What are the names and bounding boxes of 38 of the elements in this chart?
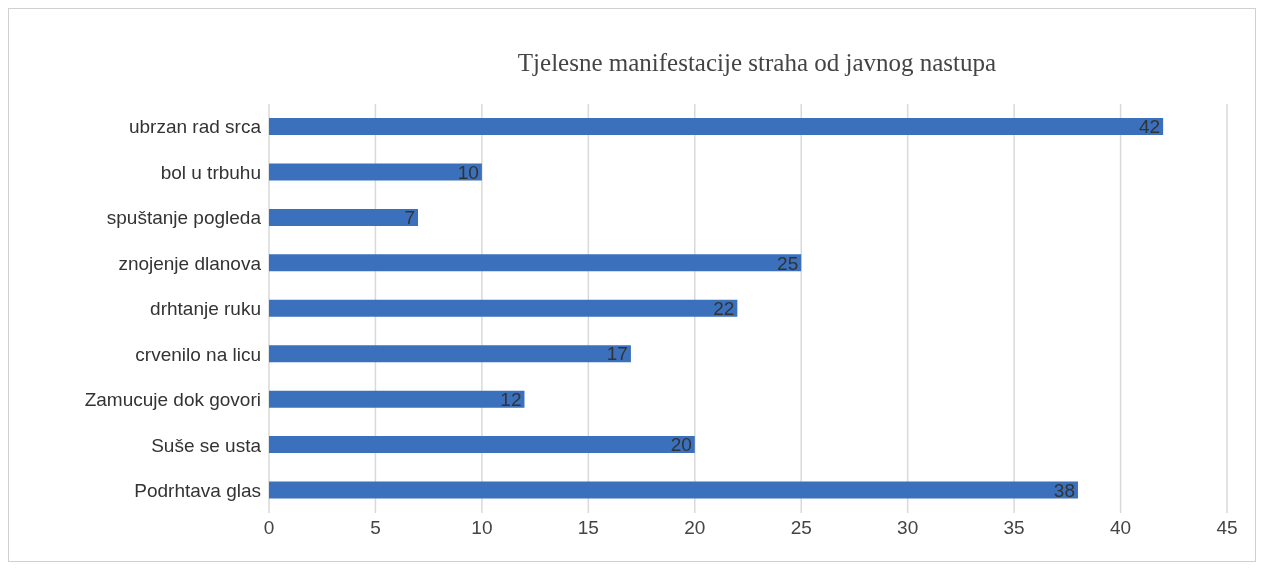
x-tick-label: 40 <box>1109 517 1132 539</box>
x-tick-label: 20 <box>684 517 706 539</box>
bar <box>269 299 738 317</box>
y-tick-label: Podrhtava glas <box>134 480 261 502</box>
x-tick-label: 10 <box>471 517 493 539</box>
x-tick-label: 25 <box>790 517 812 539</box>
data-label: 22 <box>713 298 735 320</box>
data-label: 42 <box>1138 116 1161 138</box>
x-tick-label: 35 <box>1003 517 1025 539</box>
x-tick-label: 15 <box>577 517 599 539</box>
y-tick-label: znojenje dlanova <box>118 252 262 274</box>
data-label: 25 <box>777 252 799 274</box>
bar <box>269 345 631 363</box>
y-tick-label: ubrzan rad srca <box>128 116 262 138</box>
x-tick-label: 45 <box>1216 517 1238 539</box>
chart-title: Tjelesne manifestacije straha od javnog nastupa <box>516 49 998 77</box>
y-tick-label: drhtanje ruku <box>150 298 261 320</box>
x-tick-label: 5 <box>370 517 381 539</box>
bar <box>269 118 1164 135</box>
data-label: 20 <box>670 434 692 456</box>
bar <box>269 208 419 226</box>
x-tick-label: 0 <box>263 517 275 539</box>
bar <box>269 481 1078 499</box>
bar <box>269 436 695 454</box>
data-label: 10 <box>457 161 479 183</box>
data-label: 17 <box>606 343 628 365</box>
bar <box>269 390 525 408</box>
x-tick-label: 30 <box>897 517 919 539</box>
y-tick-label: Zamucuje dok govori <box>84 389 261 411</box>
y-tick-label: bol u trbuhu <box>160 161 261 183</box>
bar <box>269 254 802 272</box>
bar <box>269 163 482 181</box>
data-label: 12 <box>500 388 522 410</box>
data-label: 7 <box>404 207 416 229</box>
y-tick-label: Suše se usta <box>151 434 262 456</box>
y-tick-label: spuštanje pogleda <box>106 207 262 229</box>
y-tick-label: crvenilo na licu <box>135 343 261 365</box>
data-label: 38 <box>1053 479 1075 501</box>
